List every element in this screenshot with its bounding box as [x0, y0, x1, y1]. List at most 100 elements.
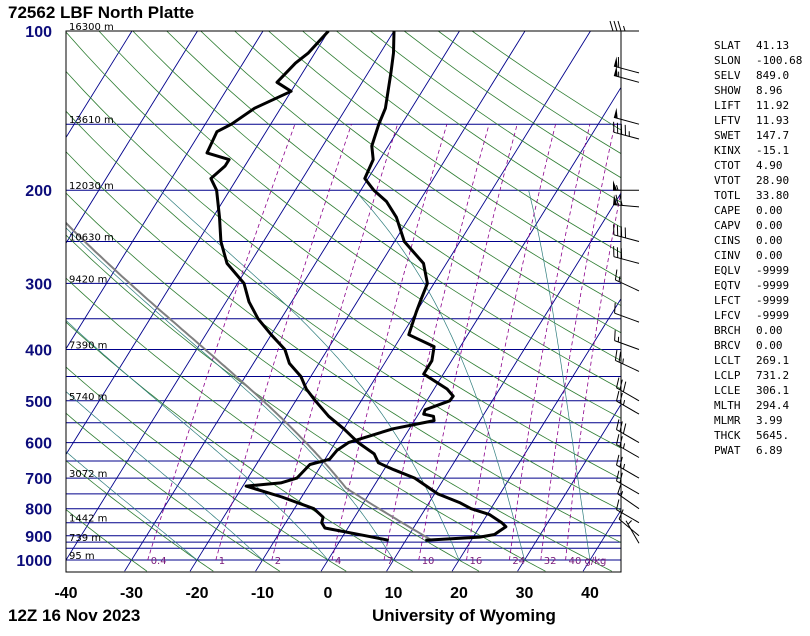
isotherm-line — [189, 31, 526, 572]
index-value: 4.90 — [756, 159, 783, 172]
wind-barb-icon — [613, 107, 640, 125]
wind-barb-staff — [616, 480, 640, 495]
wind-barb-flag — [614, 269, 618, 280]
wind-barb-staff — [614, 340, 640, 350]
moist-adiabat-line — [528, 190, 591, 561]
wind-barb-icon — [616, 419, 640, 444]
index-value: -9999 — [756, 294, 789, 307]
index-name: TOTL — [714, 189, 741, 202]
wind-barb-flag — [619, 195, 623, 206]
isotherm-line — [320, 86, 621, 572]
wind-barb-staff — [613, 131, 640, 140]
temperature-tick-label: -40 — [54, 585, 77, 602]
wind-barb-icon — [614, 302, 640, 323]
index-name: EQTV — [714, 279, 741, 292]
wind-barb-half-flag — [620, 491, 624, 497]
dry-adiabat-line — [66, 31, 621, 449]
index-value: 306.1 — [756, 384, 789, 397]
wind-barb-flag — [616, 470, 620, 482]
wind-barb-flag — [619, 421, 623, 432]
wind-barb-flag — [619, 436, 623, 447]
mixing-ratio-line — [271, 124, 398, 561]
wind-barb-icon — [613, 121, 640, 140]
index-name: LCLP — [714, 369, 741, 382]
wind-barb-icon — [613, 224, 640, 242]
wind-barb-flag — [619, 472, 623, 484]
index-value: 0.00 — [756, 324, 783, 337]
index-value: 0.00 — [756, 204, 783, 217]
pressure-tick-label: 900 — [25, 529, 52, 546]
wind-barb-pennant — [613, 65, 618, 77]
wind-barb-pennant — [613, 194, 618, 205]
mixing-ratio-line — [509, 124, 591, 561]
isotherm-line — [66, 31, 330, 456]
index-value: 6.89 — [756, 444, 783, 457]
wind-barb-pennant — [613, 180, 617, 191]
wind-barb-staff — [615, 359, 640, 372]
wind-barb-flag — [616, 419, 620, 430]
isotherm-line — [66, 31, 199, 244]
temperature-tick-label: 10 — [385, 585, 403, 602]
mixing-ratio-label: 10 — [422, 556, 435, 567]
index-name: LFCV — [714, 309, 741, 322]
wind-barb-half-flag — [622, 399, 626, 406]
index-name: KINX — [714, 144, 741, 157]
wind-barbs — [609, 20, 640, 544]
wind-barb-icon — [616, 390, 640, 415]
index-value: 0.00 — [756, 219, 783, 232]
wind-barb-icon — [616, 470, 640, 495]
wind-barb-flag — [614, 330, 616, 341]
height-label: 16300 m — [69, 22, 114, 33]
wind-barb-staff — [618, 518, 640, 537]
wind-barb-staff — [613, 65, 640, 74]
index-name: SELV — [714, 69, 741, 82]
mixing-ratio-line — [565, 189, 621, 561]
wind-barb-staff — [616, 444, 640, 458]
index-value: -100.68 — [756, 54, 802, 67]
index-value: 849.0 — [756, 69, 789, 82]
isotherm-line — [386, 192, 621, 572]
wind-barb-icon — [613, 246, 640, 264]
wind-barb-half-flag — [622, 443, 626, 449]
index-value: 0.00 — [756, 234, 783, 247]
temperature-tick-label: 20 — [450, 585, 468, 602]
wind-barb-half-flag — [616, 185, 619, 191]
height-label: 10630 m — [69, 233, 114, 244]
wind-barb-flag — [616, 434, 620, 445]
index-name: PWAT — [714, 444, 741, 457]
wind-barb-flag — [616, 499, 620, 510]
chart-title: 72562 LBF North Platte — [8, 3, 194, 22]
moist-adiabat-line — [66, 391, 263, 561]
index-name: LCLT — [714, 354, 741, 367]
mixing-ratio-line — [466, 124, 556, 561]
dry-adiabat-line — [66, 509, 148, 572]
index-value: 28.90 — [756, 174, 789, 187]
height-label: 9420 m — [69, 274, 107, 285]
index-name: BRCH — [714, 324, 741, 337]
height-label: 1442 m — [69, 514, 107, 525]
wind-barb-staff — [616, 464, 640, 479]
index-name: SWET — [714, 129, 741, 142]
wind-barb-icon — [617, 483, 640, 510]
mixing-ratio-line — [383, 124, 490, 561]
temperature-tick-label: 30 — [516, 585, 534, 602]
wind-barb-pennant — [613, 107, 618, 119]
wind-barb-icon — [609, 20, 639, 32]
pressure-tick-label: 400 — [25, 343, 52, 360]
dry-adiabat-line — [66, 366, 347, 572]
index-name: MLTH — [714, 399, 741, 412]
wind-barb-staff — [616, 400, 640, 415]
wind-barb-staff — [625, 520, 640, 544]
dry-adiabat-line — [132, 31, 621, 390]
index-value: 731.2 — [756, 369, 789, 382]
index-value: 0.00 — [756, 249, 783, 262]
wind-barb-half-flag — [623, 25, 626, 32]
height-label: 13610 m — [69, 115, 114, 126]
height-label: 5740 m — [69, 392, 107, 403]
isotherm-line — [66, 31, 133, 139]
mixing-ratio-label: 40 g/kg — [569, 556, 607, 567]
wind-barb-icon — [614, 269, 640, 292]
temperature-tick-label: -10 — [251, 585, 274, 602]
moist-adiabat-line — [354, 189, 525, 561]
index-name: SHOW — [714, 84, 741, 97]
